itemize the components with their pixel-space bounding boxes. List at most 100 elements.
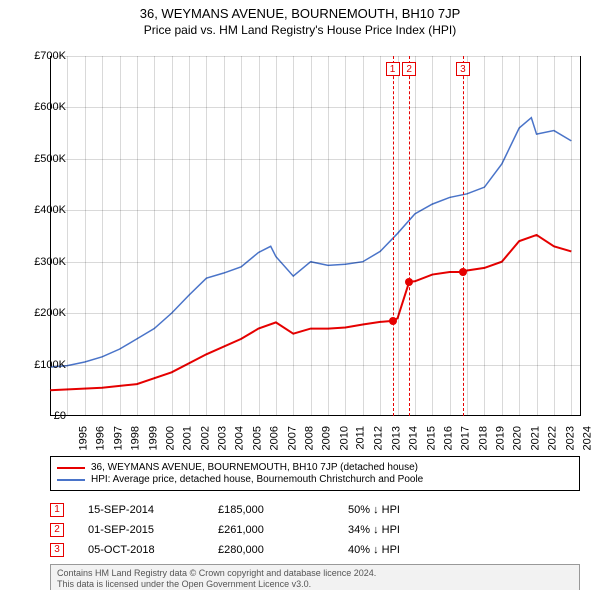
gridline-v — [172, 56, 173, 416]
gridline-v — [484, 56, 485, 416]
gridline-h — [50, 365, 580, 366]
legend-item-price-paid: 36, WEYMANS AVENUE, BOURNEMOUTH, BH10 7J… — [57, 462, 573, 473]
xtick-label: 2024 — [581, 426, 593, 450]
footer-line1: Contains HM Land Registry data © Crown c… — [57, 568, 573, 579]
ytick-label: £100K — [34, 359, 66, 371]
plot-area: 1995199619971998199920002001200220032004… — [50, 56, 581, 416]
sale-row-price: £261,000 — [218, 524, 348, 536]
ytick-label: £500K — [34, 153, 66, 165]
gridline-v — [450, 56, 451, 416]
gridline-v — [502, 56, 503, 416]
gridline-v — [363, 56, 364, 416]
sale-row-date: 01-SEP-2015 — [88, 524, 218, 536]
sale-points-table: 115-SEP-2014£185,00050% ↓ HPI201-SEP-201… — [50, 500, 580, 560]
gridline-h — [50, 56, 580, 57]
gridline-v — [537, 56, 538, 416]
xtick-label: 2022 — [547, 426, 559, 450]
xtick-label: 2005 — [251, 426, 263, 450]
legend-label: 36, WEYMANS AVENUE, BOURNEMOUTH, BH10 7J… — [91, 462, 418, 473]
xtick-label: 1996 — [95, 426, 107, 450]
legend-item-hpi: HPI: Average price, detached house, Bour… — [57, 474, 573, 485]
xtick-label: 2021 — [529, 426, 541, 450]
line-svg — [50, 56, 580, 416]
gridline-v — [85, 56, 86, 416]
gridline-v — [293, 56, 294, 416]
sale-vline — [393, 56, 394, 416]
gridline-v — [241, 56, 242, 416]
xtick-label: 2012 — [373, 426, 385, 450]
xtick-label: 2002 — [199, 426, 211, 450]
gridline-v — [467, 56, 468, 416]
gridline-v — [311, 56, 312, 416]
sale-row-price: £280,000 — [218, 544, 348, 556]
legend-swatch-price-paid — [57, 467, 85, 469]
gridline-v — [432, 56, 433, 416]
sale-marker-box: 1 — [386, 62, 400, 76]
sale-row-diff: 40% ↓ HPI — [348, 544, 400, 556]
xtick-label: 1995 — [77, 426, 89, 450]
xtick-label: 2007 — [286, 426, 298, 450]
gridline-v — [519, 56, 520, 416]
ytick-label: £0 — [54, 410, 66, 422]
ytick-label: £200K — [34, 307, 66, 319]
sale-row-date: 15-SEP-2014 — [88, 504, 218, 516]
xtick-label: 2013 — [390, 426, 402, 450]
gridline-h — [50, 107, 580, 108]
xtick-label: 2017 — [460, 426, 472, 450]
gridline-v — [328, 56, 329, 416]
xtick-label: 1998 — [130, 426, 142, 450]
gridline-v — [345, 56, 346, 416]
footer-line2: This data is licensed under the Open Gov… — [57, 579, 573, 590]
sale-vline — [409, 56, 410, 416]
ytick-label: £700K — [34, 50, 66, 62]
gridline-v — [554, 56, 555, 416]
xtick-label: 2009 — [321, 426, 333, 450]
ytick-label: £600K — [34, 101, 66, 113]
legend: 36, WEYMANS AVENUE, BOURNEMOUTH, BH10 7J… — [50, 456, 580, 491]
xtick-label: 2016 — [442, 426, 454, 450]
sale-row: 2 01-SEP-2015£261,00034% ↓ HPI — [50, 520, 580, 540]
xtick-label: 2018 — [477, 426, 489, 450]
gridline-h — [50, 159, 580, 160]
legend-swatch-hpi — [57, 479, 85, 481]
xtick-label: 2008 — [303, 426, 315, 450]
footer-note: Contains HM Land Registry data © Crown c… — [50, 564, 580, 590]
sale-row: 115-SEP-2014£185,00050% ↓ HPI — [50, 500, 580, 520]
sale-point — [405, 278, 413, 286]
ytick-label: £300K — [34, 256, 66, 268]
gridline-v — [259, 56, 260, 416]
gridline-v — [224, 56, 225, 416]
xtick-label: 2003 — [217, 426, 229, 450]
gridline-v — [380, 56, 381, 416]
gridline-h — [50, 262, 580, 263]
sale-row-marker: 3 — [50, 543, 64, 557]
xtick-label: 2015 — [425, 426, 437, 450]
gridline-v — [154, 56, 155, 416]
xtick-label: 2001 — [182, 426, 194, 450]
sale-row-marker: 1 — [50, 503, 64, 517]
sale-point — [459, 268, 467, 276]
sale-point — [389, 317, 397, 325]
gridline-v — [415, 56, 416, 416]
gridline-h — [50, 313, 580, 314]
xtick-label: 2020 — [512, 426, 524, 450]
xtick-label: 1999 — [147, 426, 159, 450]
chart-container: 36, WEYMANS AVENUE, BOURNEMOUTH, BH10 7J… — [0, 6, 600, 590]
sale-marker-box: 3 — [456, 62, 470, 76]
chart-subtitle: Price paid vs. HM Land Registry's House … — [0, 23, 600, 37]
gridline-h — [50, 210, 580, 211]
xtick-label: 2019 — [495, 426, 507, 450]
sale-row-diff: 34% ↓ HPI — [348, 524, 400, 536]
gridline-v — [189, 56, 190, 416]
xtick-label: 2011 — [355, 426, 367, 450]
chart-title: 36, WEYMANS AVENUE, BOURNEMOUTH, BH10 7J… — [0, 6, 600, 21]
gridline-v — [67, 56, 68, 416]
sale-row-date: 05-OCT-2018 — [88, 544, 218, 556]
sale-vline — [463, 56, 464, 416]
xtick-label: 2000 — [164, 426, 176, 450]
sale-row-marker: 2 — [50, 523, 64, 537]
sale-row-diff: 50% ↓ HPI — [348, 504, 400, 516]
sale-marker-box: 2 — [402, 62, 416, 76]
xtick-label: 2014 — [408, 426, 420, 450]
ytick-label: £400K — [34, 204, 66, 216]
